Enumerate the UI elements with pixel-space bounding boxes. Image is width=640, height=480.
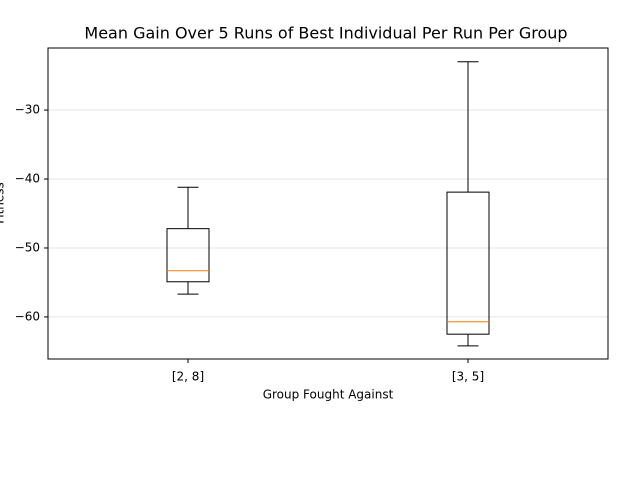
y-tick-label: −30	[15, 103, 40, 117]
y-tick-label: −60	[15, 309, 40, 323]
y-axis-label: Fitness	[0, 182, 7, 224]
x-tick-label: [2, 8]	[172, 370, 204, 384]
box	[446, 191, 490, 335]
y-tick-label: −40	[15, 172, 40, 186]
x-axis-label: Group Fought Against	[263, 388, 394, 402]
y-tick-label: −50	[15, 240, 40, 254]
box	[166, 228, 210, 283]
x-tick-label: [3, 5]	[452, 370, 484, 384]
plot-frame	[47, 47, 609, 360]
chart-title: Mean Gain Over 5 Runs of Best Individual…	[84, 24, 567, 43]
